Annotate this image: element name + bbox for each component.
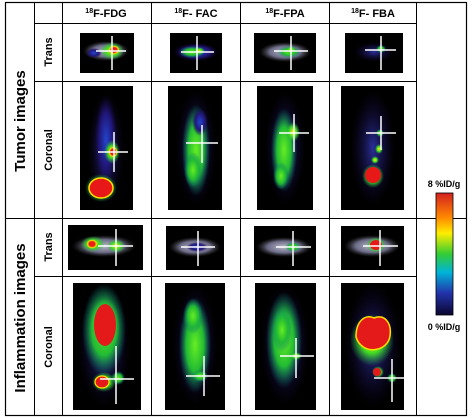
image-tumor-coronal-fba: [341, 86, 404, 210]
image-tumor-coronal-fac: [168, 86, 222, 210]
image-inflammation-coronal-fpa: [255, 283, 316, 410]
image-inflammation-coronal-fac: [165, 283, 225, 410]
image-inflammation-coronal-fba: [341, 283, 408, 410]
col-header-fac: 18F- FAC: [174, 8, 217, 20]
image-tumor-trans-fpa: [254, 33, 316, 73]
table-grid: [4, 1, 468, 417]
row-label-tumor-trans: Trans: [43, 37, 55, 66]
row-label-inflammation-coronal: Coronal: [43, 326, 55, 368]
image-tumor-trans-fac: [170, 33, 222, 73]
colorbar-max-label: 8 %ID/g: [428, 179, 461, 189]
image-inflammation-trans-fpa: [254, 226, 316, 270]
image-inflammation-trans-fac: [166, 226, 224, 270]
group-label-inflammation: Inflammation images: [12, 243, 29, 392]
column-headers: 18F-FDG 18F- FAC 18F-FPA 18F- FBA: [85, 8, 395, 20]
col-header-fpa: 18F-FPA: [265, 8, 304, 20]
image-inflammation-trans-fba: [341, 226, 404, 270]
colorbar: [435, 192, 454, 316]
image-inflammation-trans-fdg: [68, 225, 143, 270]
image-inflammation-coronal-fdg: [73, 283, 141, 410]
image-tumor-trans-fdg: [80, 33, 134, 73]
row-label-tumor-coronal: Coronal: [43, 129, 55, 171]
image-tumor-trans-fba: [345, 33, 403, 73]
colorbar-min-label: 0 %ID/g: [428, 322, 461, 332]
group-label-tumor: Tumor images: [12, 70, 29, 171]
image-tumor-coronal-fdg: [80, 86, 133, 210]
image-tumor-coronal-fpa: [257, 86, 313, 210]
row-label-inflammation-trans: Trans: [43, 232, 55, 261]
col-header-fdg: 18F-FDG: [85, 8, 126, 20]
col-header-fba: 18F- FBA: [351, 8, 395, 20]
